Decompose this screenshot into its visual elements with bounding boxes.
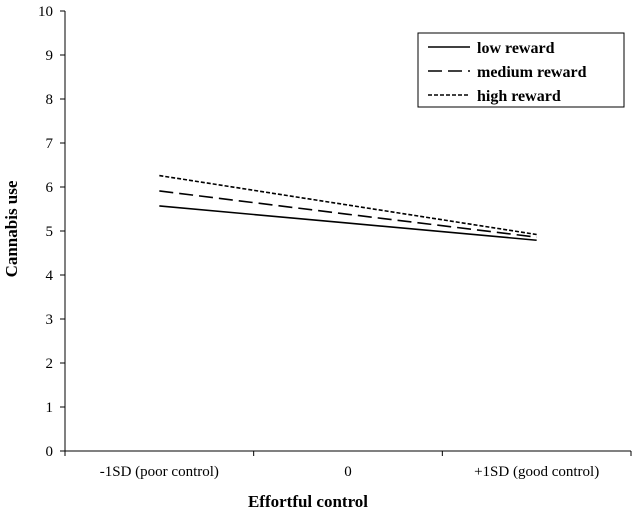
x-tick-label: 0 — [344, 464, 352, 480]
series-line-medium-reward — [159, 190, 537, 238]
y-tick-label: 2 — [46, 356, 54, 372]
x-axis-title: Effortful control — [248, 492, 368, 511]
legend-label: low reward — [477, 40, 555, 57]
series-line-high-reward — [159, 174, 537, 236]
legend: low reward medium reward high reward — [417, 32, 625, 108]
y-tick-label: 7 — [46, 136, 54, 152]
legend-label: high reward — [477, 88, 561, 105]
y-tick-label: 8 — [46, 92, 54, 108]
x-tick-label: -1SD (poor control) — [100, 464, 219, 480]
x-tick-label: +1SD (good control) — [474, 464, 599, 480]
y-tick-label: 5 — [46, 224, 54, 240]
legend-label: medium reward — [477, 64, 587, 81]
y-tick-label: 0 — [46, 444, 54, 460]
y-axis-title: Cannabis use — [2, 180, 21, 277]
y-tick-label: 3 — [46, 312, 54, 328]
x-axis-ticks: -1SD (poor control) 0 +1SD (good control) — [64, 451, 632, 480]
y-tick-label: 9 — [46, 48, 54, 64]
y-tick-label: 10 — [38, 4, 53, 20]
y-tick-label: 1 — [46, 400, 54, 416]
y-tick-label: 4 — [46, 268, 54, 284]
y-axis-ticks: 0 1 2 3 4 5 6 7 8 9 10 — [38, 4, 65, 460]
series-lines — [159, 174, 537, 242]
y-tick-label: 6 — [46, 180, 54, 196]
series-line-low-reward — [159, 205, 537, 242]
